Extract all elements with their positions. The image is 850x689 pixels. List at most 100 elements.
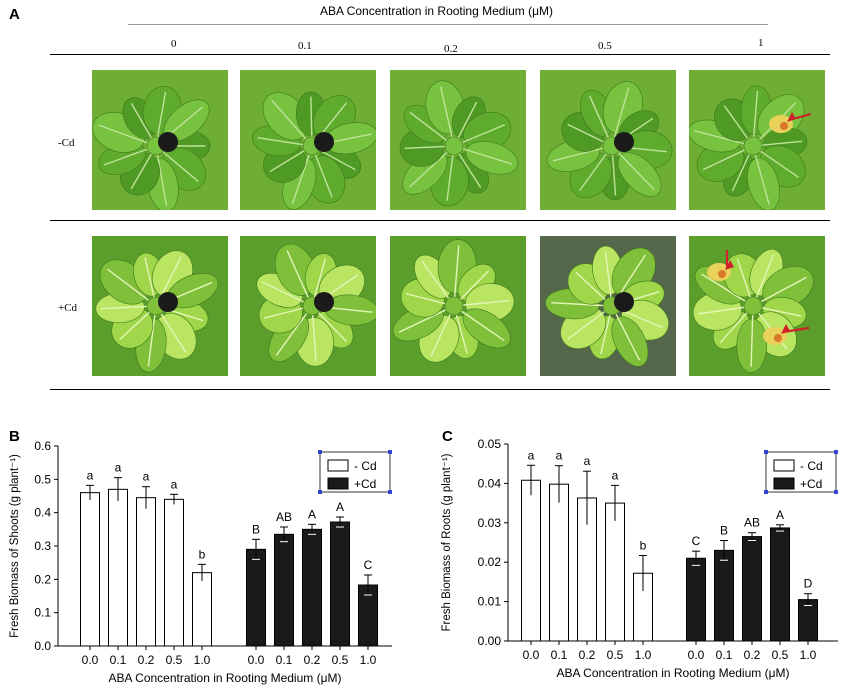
pot-hole (158, 132, 178, 152)
panel-b-letter: B (9, 428, 20, 445)
legend-swatch (773, 477, 795, 490)
chart-b: 0.0 0.1 0.2 0.3 0.4 0.5 0.6 Fresh Biomass of Sh… (9, 439, 392, 685)
significance-letter: a (87, 468, 94, 482)
bar-plus-cd (770, 527, 790, 642)
x-tick-label: 0.5 (166, 653, 183, 667)
concentration-label-0.2: 0.2 (444, 43, 458, 55)
rosette-drawing (240, 70, 376, 210)
plant-photo-plus-cd-1 (689, 236, 825, 376)
legend-label: - Cd (800, 459, 823, 473)
pot-hole (614, 132, 634, 152)
x-tick-label: 0.5 (607, 648, 624, 662)
concentration-label-0.5: 0.5 (598, 40, 612, 52)
legend-label: +Cd (800, 477, 822, 491)
pot-hole (158, 292, 178, 312)
x-tick-label: 1.0 (360, 653, 377, 667)
leaf-vein (700, 273, 754, 307)
rosette-drawing (689, 236, 825, 376)
panel-a-header: ABA Concentration in Rooting Medium (μM) (320, 4, 554, 18)
lesion (774, 334, 782, 342)
x-tick-label: 0.1 (551, 648, 568, 662)
leaf-vein (552, 145, 613, 162)
concentration-label-0.1: 0.1 (298, 40, 312, 52)
selection-handle (764, 490, 768, 494)
significance-letter: C (692, 534, 701, 548)
x-tick-label: 0.2 (744, 648, 761, 662)
plant-photo-minus-cd-0.1 (240, 70, 376, 210)
significance-letter: a (143, 470, 150, 484)
bar-plus-cd (246, 548, 266, 647)
red-arrow-icon (781, 324, 790, 334)
plant-photo-plus-cd-0.1 (240, 236, 376, 376)
x-tick-label: 0.0 (688, 648, 705, 662)
x-tick-label: 0.1 (110, 653, 127, 667)
plant-photo-plus-cd-0.2 (390, 236, 526, 376)
rosette-drawing (540, 236, 676, 376)
y-tick-label: 0.3 (34, 539, 51, 553)
legend-swatch (327, 459, 349, 472)
bar-minus-cd (549, 483, 569, 642)
y-tick-label: 0.00 (478, 634, 502, 648)
bar-plus-cd (302, 528, 322, 647)
leaf-vein (611, 145, 655, 191)
pot-hole (614, 292, 634, 312)
leaf-vein (693, 130, 754, 147)
significance-letter: C (364, 558, 373, 572)
leaf-vein (147, 305, 157, 367)
significance-letter: A (308, 507, 316, 521)
bar-plus-cd (686, 557, 706, 642)
plant-photo-minus-cd-1 (689, 70, 825, 210)
selection-handle (764, 450, 768, 454)
legend-swatch (773, 459, 795, 472)
selection-handle (834, 490, 838, 494)
red-arrow-icon (787, 112, 796, 122)
x-tick-label: 0.1 (276, 653, 293, 667)
selection-handle (834, 450, 838, 454)
significance-letter: AB (276, 510, 292, 524)
significance-letter: A (336, 500, 344, 514)
bar-minus-cd (521, 479, 541, 642)
x-tick-label: 0.5 (332, 653, 349, 667)
red-arrow-icon (725, 260, 734, 270)
header-rule (128, 24, 768, 25)
leaf (611, 305, 649, 367)
y-tick-label: 0.02 (478, 555, 502, 569)
legend-label: +Cd (354, 477, 376, 491)
bar-minus-cd (164, 498, 184, 647)
rosette-drawing (689, 70, 825, 210)
rosette-drawing (92, 70, 228, 210)
plant-photo-minus-cd-0.5 (540, 70, 676, 210)
y-tick-label: 0.03 (478, 516, 502, 530)
leaf-vein (611, 87, 630, 147)
significance-letter: B (720, 524, 728, 538)
leaf (736, 305, 768, 373)
bar-plus-cd (742, 536, 762, 642)
lesion (780, 122, 788, 130)
bar-plus-cd (330, 521, 350, 647)
chart-c: 0.00 0.01 0.02 0.03 0.04 0.05 Fresh Biomass of… (441, 437, 838, 680)
leaf-vein (611, 305, 641, 361)
x-tick-label: 1.0 (635, 648, 652, 662)
rosette-drawing (540, 70, 676, 210)
panel-a-letter: A (9, 6, 20, 23)
panel-c-letter: C (442, 428, 453, 445)
significance-letter: b (640, 539, 647, 553)
significance-letter: a (528, 448, 535, 462)
leaf-vein (453, 145, 513, 165)
y-axis-label: Fresh Biomass of Shoots (g plant⁻¹) (9, 454, 21, 638)
rosette-drawing (92, 236, 228, 376)
rosette-drawing (390, 236, 526, 376)
x-tick-label: 0.2 (304, 653, 321, 667)
x-tick-label: 1.0 (800, 648, 817, 662)
significance-letter: D (804, 577, 813, 591)
y-tick-label: 0.1 (34, 606, 51, 620)
leaf-vein (453, 245, 460, 307)
leaf-vein (453, 305, 505, 342)
y-axis-label: Fresh Biomass of Roots (g plant⁻¹) (441, 453, 453, 631)
significance-letter: B (252, 522, 260, 536)
bar-plus-cd (714, 549, 734, 642)
panel-a-middle-rule (50, 220, 830, 221)
significance-letter: a (115, 461, 122, 475)
leaf-vein (752, 145, 770, 205)
x-axis-label: ABA Concentration in Rooting Medium (μM) (108, 671, 341, 685)
